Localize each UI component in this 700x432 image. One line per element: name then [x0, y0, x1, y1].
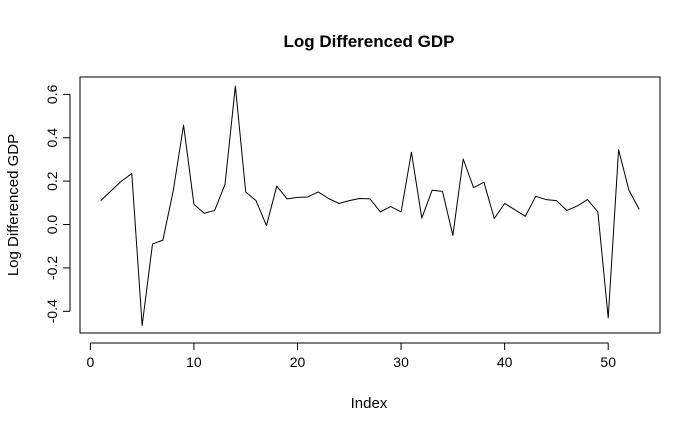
y-tick-label: 0.2 [44, 171, 60, 191]
y-tick-label: 0.4 [44, 128, 60, 148]
y-tick-label: -0.2 [44, 256, 60, 280]
y-tick-label: 0.6 [44, 84, 60, 104]
y-tick-label: 0.0 [44, 215, 60, 235]
series-layer [100, 85, 640, 326]
x-tick-label: 10 [186, 354, 202, 370]
x-tick-label: 0 [86, 354, 94, 370]
x-tick-label: 50 [600, 354, 616, 370]
series-line [100, 85, 640, 326]
x-tick-label: 30 [393, 354, 409, 370]
x-axis-label: Index [351, 395, 388, 412]
y-tick-label: -0.4 [44, 299, 60, 323]
x-tick-label: 40 [497, 354, 513, 370]
y-axis-label: Log Differenced GDP [5, 134, 22, 276]
x-axis: 0 10 20 30 40 50 [86, 342, 616, 370]
plot-area [79, 76, 661, 334]
chart-title: Log Differenced GDP [284, 32, 455, 51]
y-axis: -0.4 -0.2 0.0 0.2 0.4 0.6 [44, 84, 71, 323]
x-tick-label: 20 [290, 354, 306, 370]
